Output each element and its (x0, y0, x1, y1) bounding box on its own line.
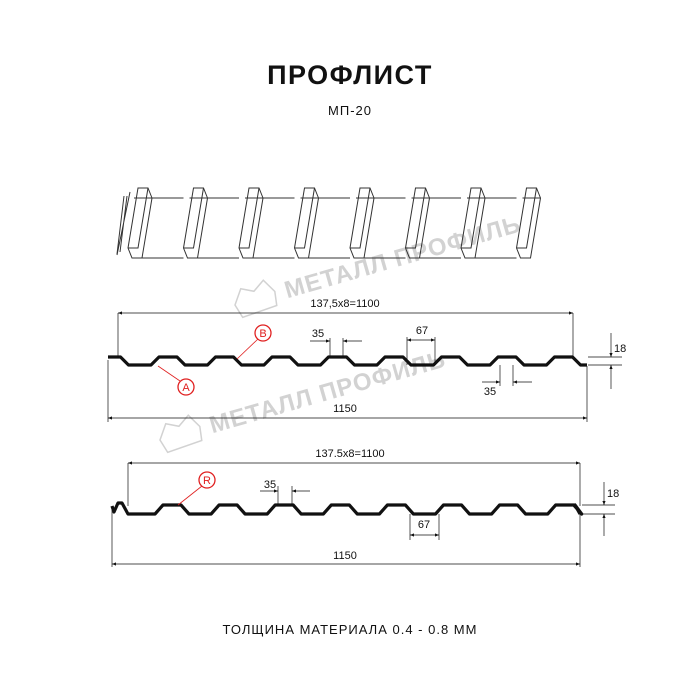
pitch-dimension-label: 137.5x8=1100 (315, 448, 384, 460)
sheet-rib-line (294, 187, 315, 249)
sheet-rib-line (308, 197, 350, 259)
sheet-rib-line (419, 197, 461, 259)
rib-gap-label: 67 (418, 519, 430, 531)
svg-text:B: B (259, 328, 266, 340)
sheet-rib-line (253, 197, 295, 259)
height-label: 18 (614, 343, 626, 355)
marker-a: A (157, 365, 195, 396)
logo-icon (159, 414, 203, 454)
profile-bottom: 137.5x8=1100 1150 35 67 18 R (110, 448, 619, 567)
sheet-rib-line (405, 187, 426, 249)
logo-icon (234, 279, 278, 319)
rib-gap-label: 67 (416, 325, 428, 337)
profile-top: 137,5x8=1100 1150 35 67 35 18 B A (107, 298, 626, 422)
material-thickness-note: ТОЛЩИНА МАТЕРИАЛА 0.4 - 0.8 ММ (222, 622, 478, 637)
sheet-rib-line (116, 191, 131, 256)
total-dimension-label: 1150 (333, 550, 357, 562)
height-label: 18 (607, 488, 619, 500)
sheet-rib-line (475, 197, 517, 259)
profile-bottom-outline (110, 501, 584, 516)
sheet-rib-line (197, 197, 239, 259)
top-width-label: 35 (264, 479, 276, 491)
page-title: ПРОФЛИСТ (267, 60, 433, 90)
sheet-rib-line (516, 187, 537, 249)
svg-text:R: R (203, 475, 211, 487)
sheet-rib-line (461, 187, 482, 249)
profile-top-outline (108, 355, 587, 367)
sheet-rib-line (183, 187, 204, 249)
total-dimension-label: 1150 (333, 403, 357, 415)
marker-r: R (177, 471, 216, 506)
watermark-text: МЕТАЛЛ ПРОФИЛЬ (281, 211, 524, 304)
model-subtitle: МП-20 (328, 103, 372, 118)
sheet-rib-line (364, 197, 406, 259)
sheet-rib-line (142, 197, 184, 259)
sheet-rib-line (350, 187, 371, 249)
top-width-label: 35 (312, 328, 324, 340)
marker-b: B (236, 324, 272, 360)
sheet-rib-line (128, 187, 149, 249)
pitch-dimension-label: 137,5x8=1100 (310, 298, 379, 310)
sheet-rib-line (239, 187, 260, 249)
sheet-3d-view (116, 187, 542, 259)
bottom-width-label: 35 (484, 386, 496, 398)
svg-text:A: A (182, 382, 190, 394)
